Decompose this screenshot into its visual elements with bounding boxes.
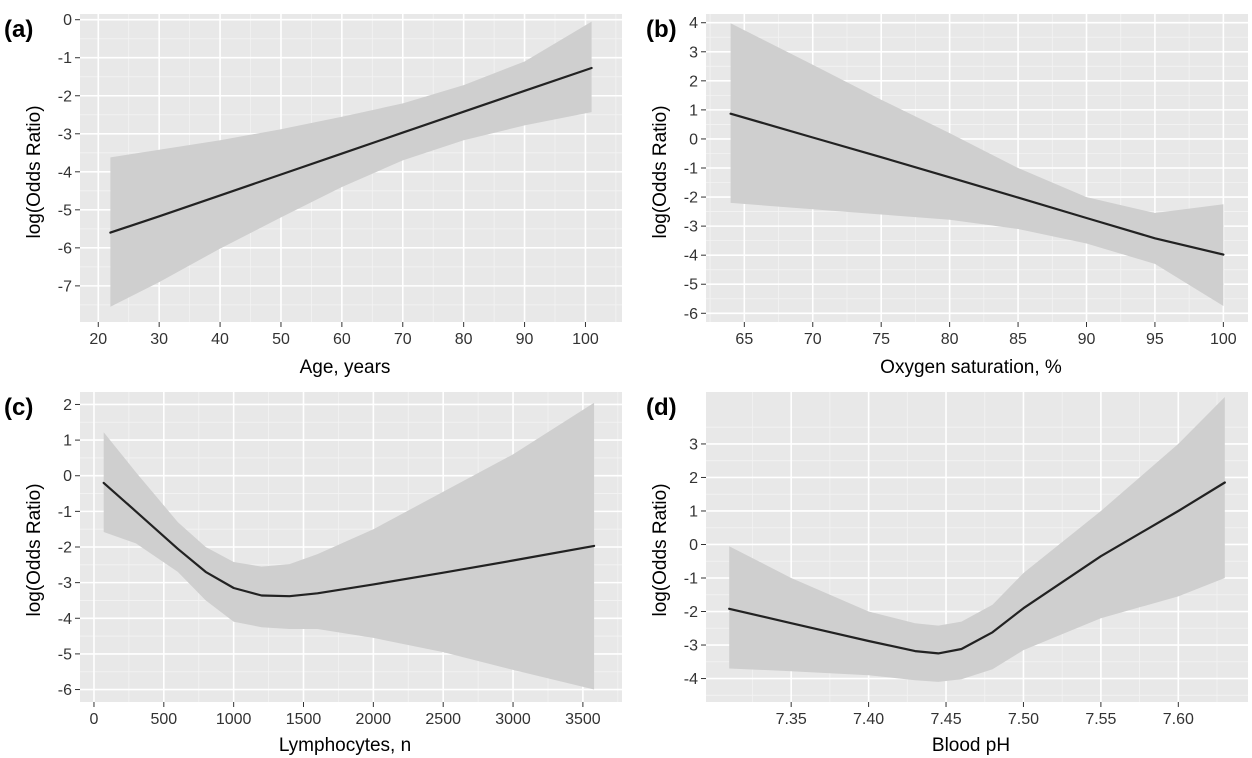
panel-c-x-tick-label: 3000 — [495, 711, 531, 728]
panel-b-x-tick-label: 100 — [1210, 331, 1237, 348]
panel-b-y-tick-label: 1 — [689, 102, 698, 119]
panel-c-tag: (c) — [4, 394, 33, 421]
panel-d-y-tick-label: 2 — [689, 470, 698, 487]
panel-c-xlabel: Lymphocytes, n — [279, 735, 411, 756]
panel-c-y-tick-label: -6 — [58, 682, 72, 699]
panel-a-x-tick-label: 40 — [211, 331, 229, 348]
panel-d-ylabel: log(Odds Ratio) — [650, 483, 671, 616]
panel-b-x-tick-label: 85 — [1009, 331, 1027, 348]
panel-b-x-tick-label: 75 — [872, 331, 890, 348]
panel-d-xlabel: Blood pH — [932, 735, 1010, 756]
panel-a-y-tick-label: -5 — [58, 202, 72, 219]
panel-a-x-tick-label: 60 — [333, 331, 351, 348]
panel-c-y-tick-label: -5 — [58, 646, 72, 663]
panel-a-y-tick-label: -4 — [58, 164, 72, 181]
panel-c-x-tick-label: 0 — [90, 711, 99, 728]
panel-a-x-tick-label: 50 — [272, 331, 290, 348]
panel-c-y-tick-label: 0 — [63, 468, 72, 485]
panel-a-xlabel: Age, years — [300, 357, 391, 378]
panel-b-y-tick-label: 2 — [689, 73, 698, 90]
panel-b-y-tick-label: 4 — [689, 15, 698, 32]
panel-c-ylabel: log(Odds Ratio) — [24, 483, 45, 616]
panel-b-x-tick-label: 80 — [941, 331, 959, 348]
panel-d-y-tick-label: -3 — [684, 638, 698, 655]
panel-a-y-tick-label: -2 — [58, 88, 72, 105]
panel-d-tag: (d) — [646, 394, 677, 421]
panel-c-x-tick-label: 500 — [150, 711, 177, 728]
panel-b-y-tick-label: -4 — [684, 248, 698, 265]
panel-b-x-tick-label: 65 — [735, 331, 753, 348]
panel-b-y-tick-label: 0 — [689, 131, 698, 148]
panel-b-y-tick-label: -5 — [684, 277, 698, 294]
panel-a-x-tick-label: 70 — [394, 331, 412, 348]
panel-d-y-tick-label: 1 — [689, 503, 698, 520]
panel-b-x-tick-label: 90 — [1078, 331, 1096, 348]
panel-c-y-tick-label: -2 — [58, 540, 72, 557]
panel-d-y-tick-label: 3 — [689, 436, 698, 453]
panel-a-y-tick-label: -1 — [58, 50, 72, 67]
panel-d-x-tick-label: 7.45 — [930, 711, 961, 728]
panel-b-tag: (b) — [646, 16, 677, 43]
panel-c-x-tick-label: 2000 — [356, 711, 392, 728]
panel-a-x-tick-label: 100 — [572, 331, 599, 348]
panel-d-x-tick-label: 7.55 — [1085, 711, 1116, 728]
panel-d-y-tick-label: -2 — [684, 604, 698, 621]
panel-a-y-tick-label: 0 — [63, 12, 72, 29]
panel-b-ylabel: log(Odds Ratio) — [650, 105, 671, 238]
panel-a-tag: (a) — [4, 16, 33, 43]
panel-c-x-tick-label: 1500 — [286, 711, 322, 728]
panel-c-y-tick-label: 2 — [63, 397, 72, 414]
panel-d-x-tick-label: 7.50 — [1008, 711, 1039, 728]
panel-c-x-tick-label: 1000 — [216, 711, 252, 728]
panel-a: 20 30 40 50 60 70 80 90 100 0 -1 -2 -3 -4 -5 -6 -7 (a) A… — [4, 12, 622, 378]
panel-a-x-tick-label: 20 — [89, 331, 107, 348]
panel-c-y-tick-label: -1 — [58, 504, 72, 521]
panel-d: 7.35 7.40 7.45 7.50 7.55 7.60 3 2 1 0 -1 -2 -3 -4 (d)… — [646, 392, 1248, 756]
panel-a-ylabel: log(Odds Ratio) — [24, 105, 45, 238]
panel-c: 0 500 1000 1500 2000 2500 3000 3500 2 1 0 -1 -2 -3 -4 -… — [4, 392, 622, 756]
panel-b-y-tick-label: -1 — [684, 161, 698, 178]
panel-b-xlabel: Oxygen saturation, % — [880, 357, 1062, 378]
panel-b-y-tick-label: 3 — [689, 44, 698, 61]
panel-b-y-tick-label: -3 — [684, 219, 698, 236]
panel-b-x-tick-label: 95 — [1146, 331, 1164, 348]
panel-d-x-tick-label: 7.60 — [1163, 711, 1194, 728]
panel-a-y-tick-label: -3 — [58, 126, 72, 143]
panel-b-y-tick-label: -2 — [684, 190, 698, 207]
panel-c-y-tick-label: -3 — [58, 575, 72, 592]
panel-c-x-tick-label: 2500 — [425, 711, 461, 728]
panel-c-y-tick-label: -4 — [58, 611, 72, 628]
panel-d-y-tick-label: -4 — [684, 671, 698, 688]
panel-a-x-tick-label: 90 — [516, 331, 534, 348]
panel-c-x-tick-label: 3500 — [565, 711, 601, 728]
panel-d-y-tick-label: 0 — [689, 537, 698, 554]
panel-d-y-tick-label: -1 — [684, 571, 698, 588]
panel-c-y-tick-label: 1 — [63, 433, 72, 450]
panel-b-x-tick-label: 70 — [804, 331, 822, 348]
panel-a-x-tick-label: 80 — [455, 331, 473, 348]
panel-a-x-tick-label: 30 — [150, 331, 168, 348]
panel-b: 65 70 75 80 85 90 95 100 4 3 2 1 0 -1 -2 -3 -4 -5 -6 (b) O… — [646, 14, 1248, 378]
panel-b-y-tick-label: -6 — [684, 306, 698, 323]
panel-d-x-tick-label: 7.35 — [776, 711, 807, 728]
panel-a-y-tick-label: -7 — [58, 278, 72, 295]
panel-a-y-tick-label: -6 — [58, 240, 72, 257]
panel-d-x-tick-label: 7.40 — [853, 711, 884, 728]
